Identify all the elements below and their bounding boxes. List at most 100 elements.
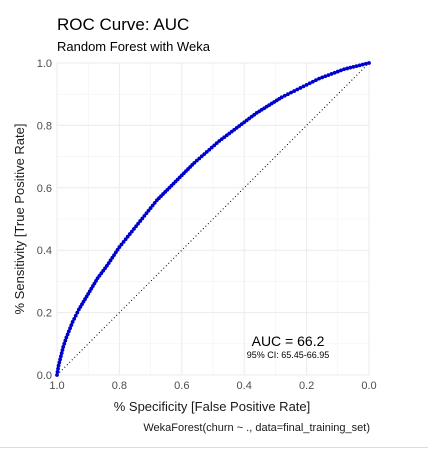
- roc-point: [146, 208, 151, 213]
- roc-point: [115, 247, 120, 252]
- roc-point: [289, 90, 293, 95]
- y-tick-label: 0.6: [37, 183, 52, 195]
- roc-point: [329, 72, 334, 76]
- chart-subtitle: Random Forest with Weka: [57, 39, 211, 54]
- chart-caption: WekaForest(churn ~ ., data=final_trainin…: [143, 422, 370, 434]
- roc-point: [199, 154, 204, 159]
- roc-curve-points: [55, 61, 371, 377]
- y-axis-title: % Sensitivity [True Positive Rate]: [12, 124, 27, 315]
- roc-point: [192, 160, 197, 165]
- ci-annotation: 95% CI: 65.45-66.95: [247, 350, 330, 360]
- roc-point: [68, 326, 72, 331]
- x-tick-label: 0.0: [361, 380, 376, 392]
- roc-point: [62, 341, 67, 346]
- roc-point: [307, 81, 312, 86]
- roc-point: [351, 65, 356, 69]
- roc-point: [106, 261, 111, 266]
- roc-point: [125, 234, 130, 239]
- roc-point: [360, 62, 365, 67]
- roc-point: [127, 232, 132, 236]
- roc-point: [357, 63, 362, 68]
- roc-point: [212, 143, 217, 148]
- y-tick-label: 0.4: [37, 245, 52, 257]
- roc-point: [207, 147, 212, 152]
- roc-point: [121, 239, 126, 244]
- roc-point: [65, 332, 70, 337]
- roc-point: [75, 310, 80, 315]
- y-tick-label: 0.8: [37, 120, 52, 132]
- roc-point: [345, 66, 350, 71]
- x-tick-label: 1.0: [49, 380, 64, 392]
- roc-point: [310, 79, 315, 84]
- roc-point: [342, 67, 346, 72]
- roc-point: [295, 87, 300, 92]
- bottom-divider: [0, 447, 428, 448]
- roc-point: [134, 224, 138, 229]
- roc-point: [108, 258, 113, 263]
- auc-annotation: AUC = 66.2: [252, 333, 325, 349]
- roc-point: [129, 229, 134, 234]
- roc-point: [304, 82, 309, 87]
- y-axis-ticks: 0.0 0.2 0.4 0.6 0.8 1.0: [37, 58, 52, 382]
- roc-point: [59, 354, 63, 359]
- roc-point: [314, 78, 318, 83]
- roc-point: [56, 363, 61, 368]
- roc-point: [332, 70, 337, 75]
- grid-major: [56, 62, 370, 376]
- roc-point: [117, 245, 122, 249]
- x-axis-ticks: 1.0 0.8 0.6 0.4 0.2 0.0: [49, 380, 376, 392]
- roc-point: [69, 323, 74, 327]
- roc-point: [58, 357, 63, 362]
- roc-point: [348, 65, 353, 70]
- roc-point: [73, 313, 78, 318]
- roc-point: [132, 226, 136, 231]
- roc-point: [326, 73, 331, 77]
- chart-title: ROC Curve: AUC: [57, 15, 189, 34]
- roc-point: [136, 221, 141, 226]
- roc-point: [339, 68, 343, 73]
- roc-point: [292, 89, 297, 93]
- roc-point: [138, 219, 143, 223]
- roc-point: [105, 263, 109, 268]
- roc-point: [285, 92, 290, 97]
- x-tick-label: 0.2: [299, 380, 314, 392]
- roc-point: [123, 237, 128, 242]
- roc-point: [279, 95, 284, 100]
- roc-point: [110, 255, 115, 260]
- x-tick-label: 0.8: [112, 380, 127, 392]
- roc-point: [209, 145, 214, 150]
- roc-point: [61, 345, 66, 349]
- roc-point: [70, 320, 75, 324]
- roc-point: [119, 242, 124, 247]
- roc-point: [335, 69, 340, 74]
- x-tick-label: 0.6: [174, 380, 189, 392]
- roc-point: [354, 64, 359, 69]
- roc-point: [323, 74, 328, 79]
- x-tick-label: 0.4: [237, 380, 252, 392]
- roc-point: [59, 351, 64, 356]
- roc-point: [55, 373, 59, 377]
- roc-point: [301, 84, 306, 89]
- roc-point: [57, 360, 62, 365]
- roc-point: [112, 253, 116, 257]
- roc-point: [367, 61, 371, 65]
- roc-point: [144, 211, 149, 216]
- roc-point: [214, 141, 219, 146]
- y-tick-label: 0.2: [37, 308, 52, 320]
- y-tick-label: 1.0: [37, 58, 52, 70]
- roc-point: [66, 329, 71, 334]
- roc-point: [148, 206, 153, 210]
- roc-point: [320, 75, 325, 80]
- roc-point: [55, 369, 60, 374]
- roc-point: [64, 335, 69, 340]
- roc-point: [63, 338, 68, 343]
- y-tick-label: 0.0: [37, 370, 52, 382]
- roc-point: [150, 203, 155, 208]
- roc-point: [363, 61, 368, 66]
- roc-point: [298, 86, 303, 90]
- roc-point: [72, 316, 77, 321]
- roc-point: [317, 76, 321, 81]
- reference-diagonal-line: [56, 62, 370, 376]
